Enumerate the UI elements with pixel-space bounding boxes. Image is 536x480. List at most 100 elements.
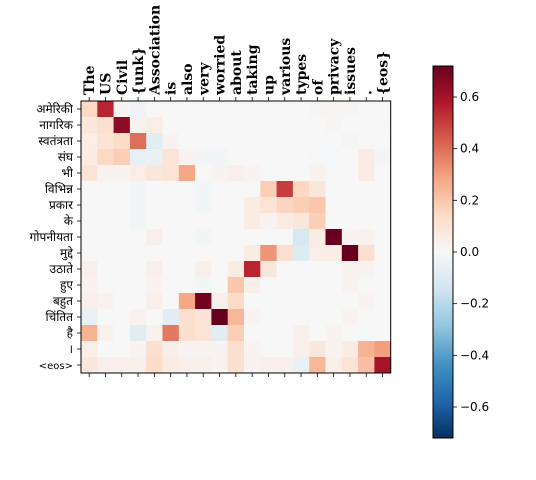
heatmap-cell [195,229,212,246]
heatmap-cell [244,261,261,278]
heatmap-cell [227,197,245,214]
heatmap-cell [162,341,180,358]
heatmap-cell [97,165,114,182]
x-tick-label: types [294,54,310,95]
heatmap-cell [276,261,294,278]
heatmap-cell [374,341,392,358]
heatmap-cell [309,341,326,358]
heatmap-cell [178,357,196,374]
x-tick-label: Civil [115,60,131,95]
heatmap-cell [260,165,277,182]
heatmap-cell [162,101,180,118]
heatmap-cell [244,197,261,214]
heatmap-cell [178,197,196,214]
heatmap-cell [325,117,343,134]
heatmap-cell [341,149,359,166]
heatmap-cell [309,181,326,198]
heatmap-cell [113,181,131,198]
y-tick-label: विभिन्न [45,182,74,196]
heatmap-cell [260,357,277,374]
heatmap-cell [81,309,98,326]
heatmap-cell [113,293,131,310]
heatmap-cell [178,245,196,262]
heatmap-cell [260,149,277,166]
heatmap-cell [162,309,180,326]
heatmap-cell [81,261,98,278]
heatmap-cell [195,101,212,118]
heatmap-cell [341,325,359,342]
heatmap-cell [227,357,245,374]
heatmap-cell [129,197,147,214]
heatmap-cell [146,213,163,230]
heatmap-cell [309,101,326,118]
heatmap-cell [260,133,277,150]
heatmap-cell [260,309,277,326]
heatmap-cell [341,181,359,198]
x-tick-label: {eos} [376,51,392,95]
heatmap-cell [292,341,310,358]
heatmap-cell [129,133,147,150]
heatmap-cell [129,261,147,278]
heatmap-cell [129,245,147,262]
heatmap-cell [325,245,343,262]
y-tick-label: नागरिक [39,118,74,132]
heatmap-cell [325,213,343,230]
y-tick-label: के [64,214,74,228]
heatmap-cell [146,341,163,358]
heatmap-cell [276,229,294,246]
heatmap-cell [276,309,294,326]
heatmap-cell [358,181,375,198]
heatmap-cell [81,293,98,310]
heatmap-cell [276,245,294,262]
heatmap-cell [97,261,114,278]
heatmap-cell [146,229,163,246]
heatmap-cell [129,357,147,374]
heatmap-cell [113,197,131,214]
heatmap-cell [309,133,326,150]
x-tick-label: worried [213,35,229,96]
heatmap-cell [97,293,114,310]
heatmap-cell [276,165,294,182]
x-tick-label: taking [245,44,261,95]
heatmap-cell [276,149,294,166]
heatmap-cell [292,117,310,134]
heatmap-cell [146,117,163,134]
heatmap-cell [113,213,131,230]
heatmap-cell [146,197,163,214]
heatmap-cell [211,181,229,198]
x-tick-label: The [82,65,98,95]
y-tick-label: मुद्दे [60,246,73,261]
heatmap-cell [325,309,343,326]
heatmap-cell [341,133,359,150]
heatmap-cell [97,277,114,294]
heatmap-cell [81,197,98,214]
heatmap-cell [146,293,163,310]
heatmap-cell [81,181,98,198]
y-tick-label: । [68,342,73,356]
x-tick-label: . [359,90,375,95]
heatmap-cell [341,197,359,214]
colorbar-tick-label: −0.2 [460,297,489,311]
heatmap-cell [227,293,245,310]
heatmap-cell [325,101,343,118]
heatmap-cell [325,293,343,310]
heatmap-cell [374,229,392,246]
heatmap-cell [178,229,196,246]
heatmap-cell [162,293,180,310]
heatmap-cell [244,357,261,374]
heatmap-cell [162,133,180,150]
heatmap-cell [113,101,131,118]
heatmap-cell [358,357,375,374]
heatmap-cell [178,277,196,294]
heatmap-cell [358,293,375,310]
heatmap-cell [81,165,98,182]
heatmap-cell [97,101,114,118]
heatmap-cell [129,149,147,166]
heatmap-cell [227,149,245,166]
heatmap-cell [195,245,212,262]
heatmap-cell [260,117,277,134]
heatmap-cell [325,165,343,182]
heatmap-cell [97,325,114,342]
heatmap-cell [195,357,212,374]
heatmap-cell [374,357,392,374]
